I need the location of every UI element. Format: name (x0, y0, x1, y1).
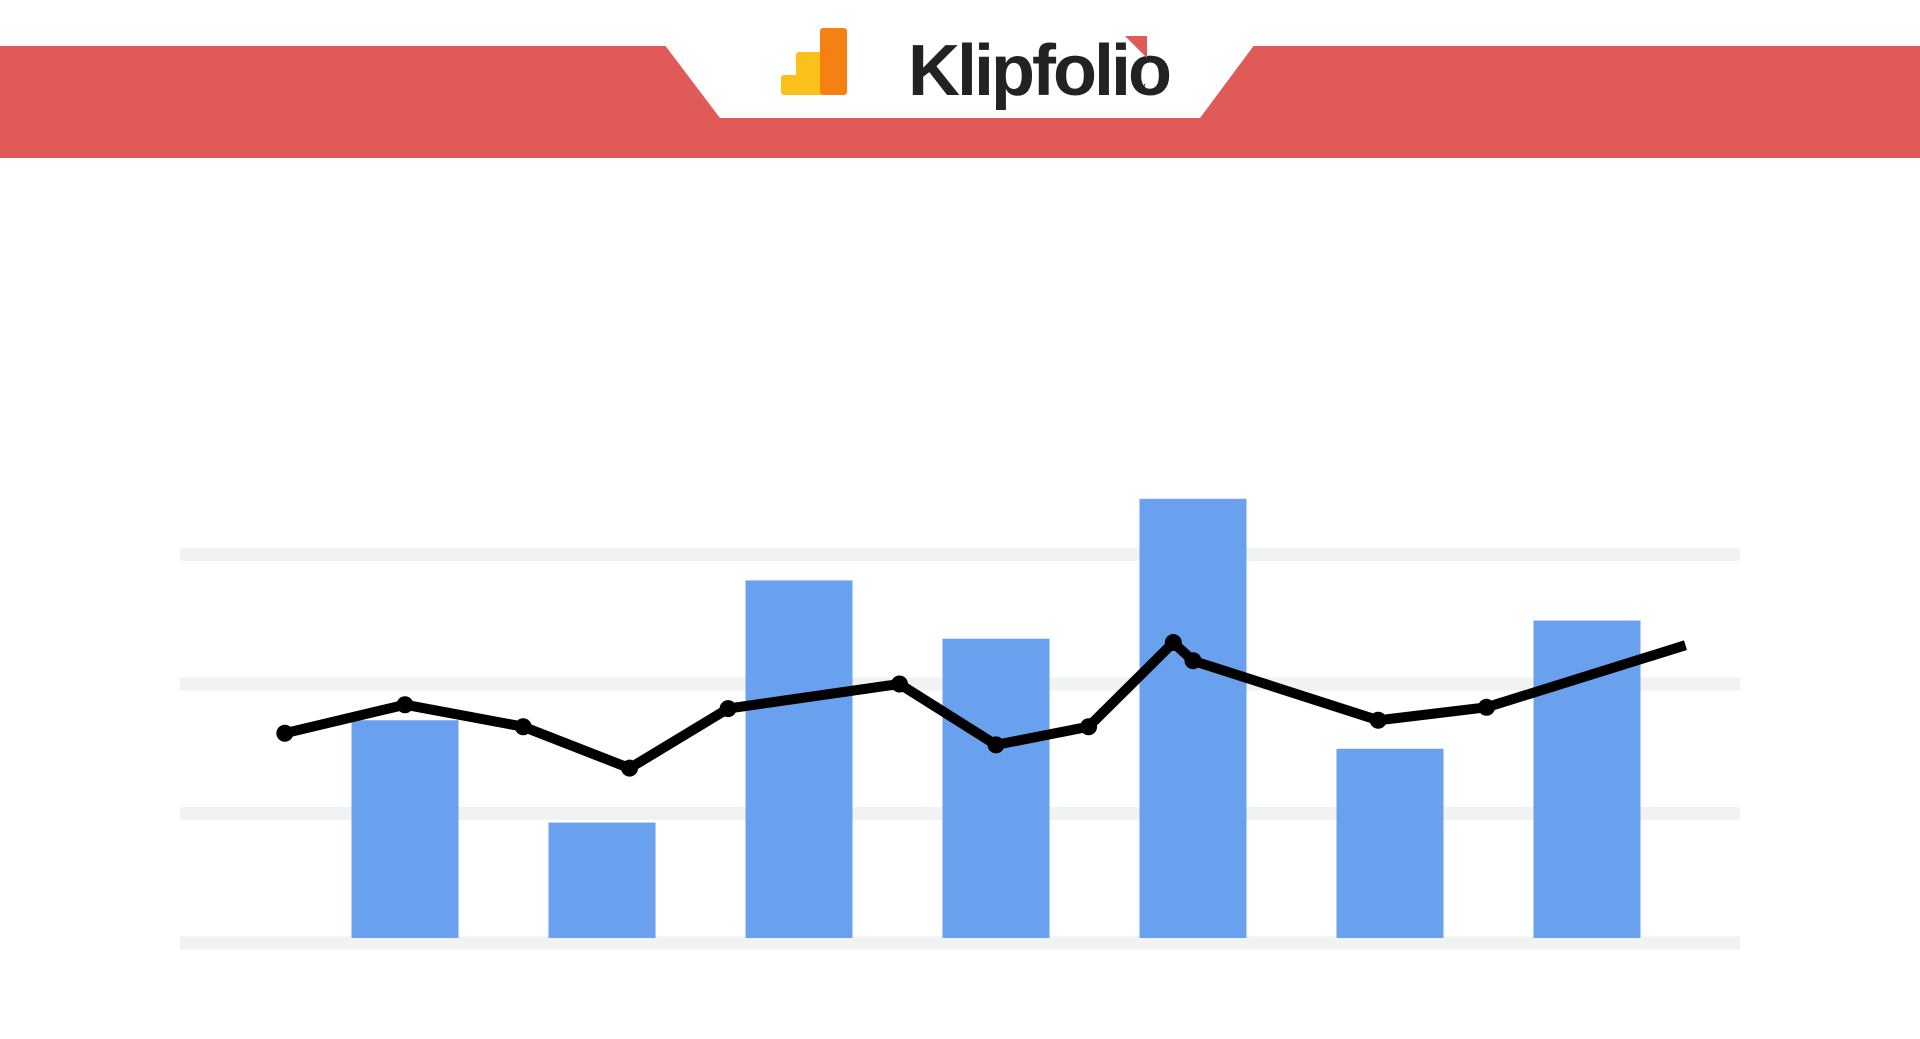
chart-bar (1139, 498, 1247, 938)
trend-point (1164, 634, 1182, 652)
trend-point (987, 736, 1005, 754)
google-analytics-icon (781, 28, 847, 95)
chart-bar (351, 720, 459, 938)
trend-point (396, 696, 414, 714)
brand-trademark: ™ (1137, 82, 1146, 92)
trend-point (276, 724, 294, 742)
trend-point (514, 718, 532, 736)
chart-bar (1336, 748, 1444, 938)
trend-point (719, 700, 737, 718)
chart-bar (745, 580, 853, 938)
chart-trend-line (276, 634, 1687, 777)
trend-point (1184, 652, 1202, 670)
trend-point (1369, 711, 1387, 729)
brand-ribbon-icon (1125, 36, 1147, 58)
trend-point (1478, 698, 1496, 716)
trend-point (621, 759, 639, 777)
chart-bars (351, 498, 1641, 938)
brand-wordmark: Klipfolio (908, 31, 1170, 111)
chart-bar (548, 822, 656, 938)
header-banner: Klipfolio ™ (0, 28, 1920, 158)
trend-point (890, 675, 908, 693)
chart-bar (942, 638, 1050, 938)
trend-point (1080, 718, 1098, 736)
